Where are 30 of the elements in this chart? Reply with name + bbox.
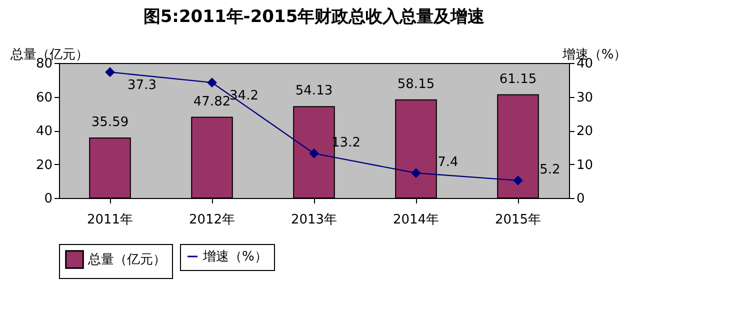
y-tick-label: 40: [36, 124, 52, 139]
y-tick-label: 20: [36, 158, 52, 173]
y-tick-label: 0: [44, 192, 52, 206]
point: [105, 68, 115, 77]
data-label: 35.59: [91, 114, 129, 130]
data-label: 58.15: [397, 76, 435, 92]
data-label: 37.3: [128, 78, 156, 94]
data-label: 34.2: [230, 88, 258, 104]
y2-tick-label: 30: [576, 90, 594, 106]
y2-tick-label: 0: [576, 192, 585, 206]
x-tick-label: 2014年: [392, 212, 440, 228]
x-tick-label: 2011年: [86, 212, 134, 228]
y2-tick-label: 10: [576, 158, 594, 173]
y-tick-label: 60: [36, 90, 52, 106]
x-tick-label: 2012年: [188, 212, 236, 228]
chart-title: 图5:2011年-2015年财政总收入总量及增速: [143, 7, 485, 27]
data-label: 47.82: [193, 94, 231, 110]
data-label: 7.4: [438, 155, 458, 170]
data-label: 61.15: [499, 72, 537, 87]
point: [411, 168, 421, 178]
x-tick-label: 2015年: [494, 212, 542, 228]
legend-label: 增速（%）: [202, 250, 268, 264]
data-label: 54.13: [295, 84, 333, 99]
point: [513, 176, 523, 185]
legend-label: 总量（亿元）: [87, 252, 166, 268]
data-label: 5.2: [540, 162, 560, 178]
point: [207, 78, 217, 88]
point: [309, 148, 319, 158]
x-tick-label: 2013年: [290, 212, 338, 228]
y2-tick-label: 20: [576, 124, 594, 139]
